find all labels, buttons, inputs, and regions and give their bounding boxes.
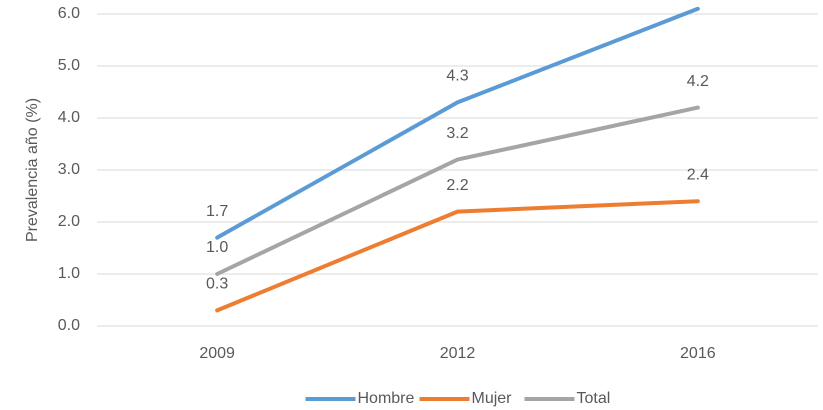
y-tick-label: 4.0 — [58, 109, 80, 126]
series-line — [215, 6, 700, 240]
legend-label: Hombre — [358, 390, 415, 407]
y-axis-label: Prevalencia año (%) — [24, 98, 41, 242]
y-tick-label: 5.0 — [58, 57, 80, 74]
data-label: 0.3 — [206, 276, 228, 293]
data-label: 4.2 — [687, 73, 709, 90]
data-label: 3.2 — [446, 125, 468, 142]
y-tick-label: 3.0 — [58, 161, 80, 178]
y-tick-label: 1.0 — [58, 265, 80, 282]
y-tick-label: 2.0 — [58, 213, 80, 230]
legend-label: Total — [577, 390, 611, 407]
data-label: 4.3 — [446, 68, 468, 85]
series-line — [215, 105, 700, 276]
x-tick-label: 2016 — [680, 345, 716, 362]
series-line — [215, 199, 700, 313]
data-label: 2.4 — [687, 166, 709, 183]
data-label: 2.2 — [446, 177, 468, 194]
data-label: 1.0 — [206, 239, 228, 256]
x-tick-label: 2009 — [199, 345, 235, 362]
y-tick-label: 0.0 — [58, 317, 80, 334]
legend-label: Mujer — [472, 390, 513, 407]
data-label: 1.7 — [206, 203, 228, 220]
x-tick-label: 2012 — [440, 345, 476, 362]
y-tick-label: 6.0 — [58, 5, 80, 22]
